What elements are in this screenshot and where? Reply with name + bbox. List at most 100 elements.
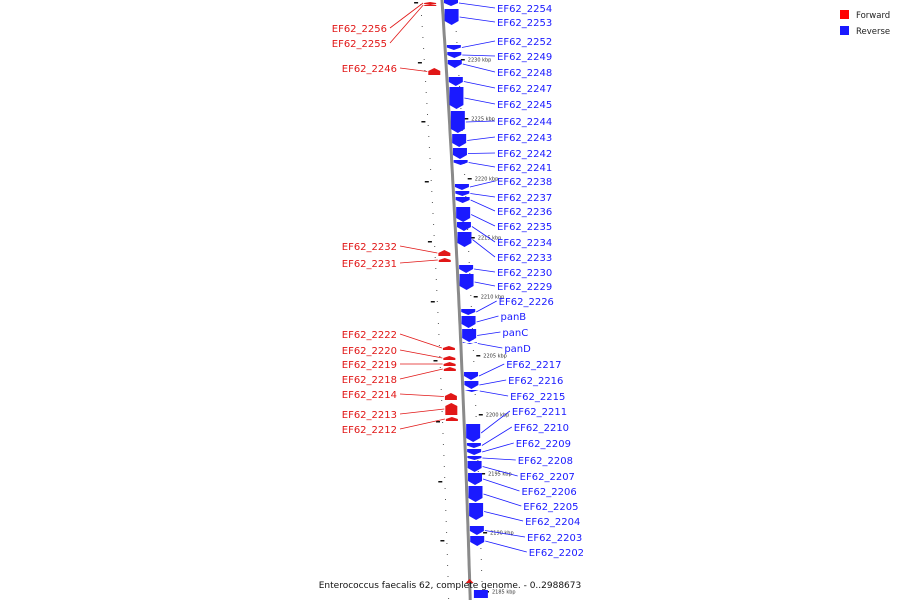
minor-tick-dot <box>432 213 434 214</box>
minor-tick-dot <box>468 251 470 252</box>
minor-tick-dot <box>468 262 470 263</box>
reverse-gene-leader <box>468 162 496 168</box>
reverse-gene-label: EF62_2249 <box>497 52 552 63</box>
forward-gene-leader <box>399 333 443 349</box>
minor-tick-dot <box>473 361 475 362</box>
forward-gene-arrow <box>443 362 456 366</box>
reverse-gene-label: EF62_2202 <box>529 548 584 559</box>
minor-tick-dot <box>444 477 446 478</box>
reverse-gene-leader <box>481 426 513 446</box>
reverse-gene-leader <box>469 180 496 188</box>
minor-tick-dot <box>436 301 438 302</box>
genome-backbone <box>440 0 472 600</box>
reverse-gene-leader <box>462 54 496 57</box>
major-tick-mark <box>424 181 429 183</box>
kbp-tick-mark <box>470 237 475 239</box>
kbp-tick-mark <box>483 532 488 534</box>
minor-tick-dot <box>448 598 450 599</box>
reverse-gene-arrow <box>464 390 479 392</box>
reverse-gene-arrow <box>467 449 482 455</box>
reverse-gene-arrow <box>467 461 482 472</box>
reverse-gene-arrow <box>466 443 481 448</box>
map-title: Enterococcus faecalis 62, complete genom… <box>319 581 582 591</box>
reverse-gene-label: EF62_2205 <box>523 502 578 513</box>
kbp-tick-mark <box>460 59 465 61</box>
minor-tick-dot <box>428 147 430 148</box>
minor-tick-dot <box>430 180 432 181</box>
reverse-gene-label: EF62_2229 <box>497 282 552 293</box>
reverse-gene-label: EF62_2236 <box>497 207 552 218</box>
forward-gene-leader <box>399 245 438 254</box>
forward-gene-label: EF62_2213 <box>342 410 397 421</box>
reverse-gene-label: EF62_2204 <box>525 517 580 528</box>
reverse-gene-arrow <box>462 342 477 344</box>
minor-tick-dot <box>423 59 425 60</box>
reverse-gene-leader <box>484 511 524 522</box>
minor-tick-dot <box>472 350 474 351</box>
major-tick-mark <box>438 481 443 483</box>
reverse-gene-label: EF62_2241 <box>497 163 552 174</box>
minor-tick-dot <box>474 394 476 395</box>
minor-tick-dot <box>442 433 444 434</box>
forward-gene-arrow <box>445 417 458 421</box>
forward-gene-arrow <box>428 68 441 75</box>
forward-gene-label: EF62_2232 <box>342 242 397 253</box>
reverse-gene-label: EF62_2242 <box>497 149 552 160</box>
reverse-gene-label: EF62_2210 <box>514 423 569 434</box>
kbp-tick-label: 2220 kbp <box>475 177 499 183</box>
kbp-tick-mark <box>481 473 486 475</box>
reverse-gene-label: EF62_2230 <box>497 268 552 279</box>
reverse-gene-label: EF62_2253 <box>497 18 552 29</box>
minor-tick-dot <box>428 136 430 137</box>
reverse-gene-leader <box>458 2 496 9</box>
reverse-gene-label: EF62_2226 <box>499 297 554 308</box>
forward-gene-arrow <box>424 4 437 6</box>
minor-tick-dot <box>447 576 449 577</box>
reverse-gene-arrow <box>459 265 474 273</box>
reverse-gene-arrow <box>468 486 483 502</box>
reverse-gene-leader <box>480 410 511 434</box>
reverse-gene-arrow <box>447 60 462 68</box>
forward-gene-label: EF62_2256 <box>332 24 387 35</box>
minor-tick-dot <box>443 466 445 467</box>
reverse-gene-arrow <box>467 456 482 460</box>
forward-gene-label: EF62_2222 <box>342 330 397 341</box>
forward-gene-leader <box>399 408 445 415</box>
major-tick-mark <box>433 360 438 362</box>
minor-tick-dot <box>469 273 471 274</box>
forward-gene-arrow <box>443 367 456 371</box>
kbp-tick-label: 2195 kbp <box>488 472 512 478</box>
minor-tick-dot <box>480 559 482 560</box>
kbp-tick-label: 2185 kbp <box>492 590 516 596</box>
reverse-gene-leader <box>472 239 496 258</box>
minor-tick-dot <box>424 70 426 71</box>
minor-tick-dot <box>465 196 467 197</box>
reverse-gene-leader <box>470 214 496 227</box>
reverse-gene-leader <box>484 530 526 538</box>
reverse-gene-label: EF62_2233 <box>497 253 552 264</box>
reverse-gene-arrow <box>469 526 484 535</box>
reverse-gene-leader <box>464 97 496 105</box>
minor-tick-dot <box>437 312 439 313</box>
forward-gene-leader <box>399 418 445 430</box>
reverse-gene-arrow <box>466 424 481 442</box>
minor-tick-dot <box>442 444 444 445</box>
reverse-gene-leader <box>463 81 496 89</box>
reverse-gene-label: panB <box>500 312 526 323</box>
minor-tick-dot <box>427 125 429 126</box>
reverse-gene-arrow <box>446 45 461 50</box>
reverse-gene-leader <box>476 300 497 313</box>
reverse-gene-label: EF62_2211 <box>512 407 567 418</box>
forward-gene-label: EF62_2212 <box>342 425 397 436</box>
minor-tick-dot <box>477 471 479 472</box>
forward-gene-arrow <box>438 258 451 262</box>
major-tick-mark <box>440 540 445 542</box>
reverse-gene-arrow <box>457 232 472 247</box>
forward-gene-label: EF62_2214 <box>342 390 397 401</box>
kbp-tick-label: 2225 kbp <box>471 117 495 123</box>
reverse-gene-label: EF62_2207 <box>520 472 575 483</box>
gene-features <box>424 0 488 598</box>
minor-tick-dot <box>435 268 437 269</box>
minor-tick-dot <box>434 246 436 247</box>
